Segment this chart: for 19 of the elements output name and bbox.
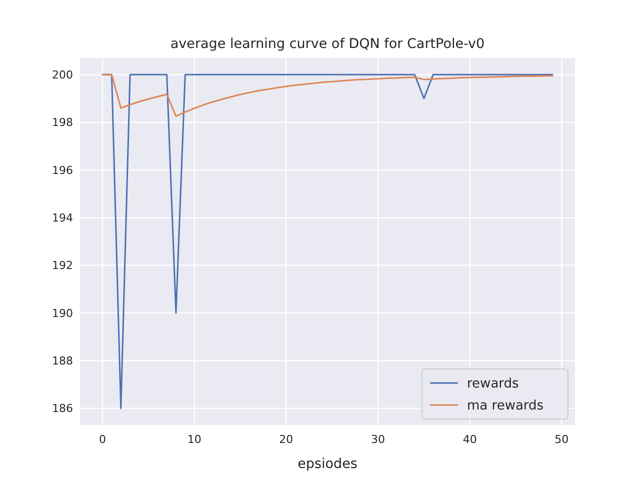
legend-label: rewards <box>467 376 520 392</box>
x-tick-label: 30 <box>371 433 386 446</box>
x-tick-label: 40 <box>462 433 477 446</box>
y-tick-label: 186 <box>52 402 73 416</box>
chart-title: average learning curve of DQN for CartPole-v0 <box>170 36 485 52</box>
x-tick-label: 10 <box>187 433 202 446</box>
y-tick-label: 192 <box>52 259 73 272</box>
x-tick-label: 20 <box>279 433 294 446</box>
x-tick-label: 0 <box>99 433 106 446</box>
x-tick-label: 50 <box>554 433 569 446</box>
y-tick-label: 200 <box>52 68 73 82</box>
x-axis-title: epsiodes <box>298 456 358 472</box>
y-tick-label: 190 <box>52 306 73 320</box>
legend-label: ma rewards <box>467 398 544 414</box>
line-series <box>102 74 554 117</box>
y-tick-label: 194 <box>52 212 73 225</box>
y-tick-label: 196 <box>52 164 73 177</box>
y-tick-label: 188 <box>52 354 73 368</box>
y-tick-label: 198 <box>52 116 73 130</box>
